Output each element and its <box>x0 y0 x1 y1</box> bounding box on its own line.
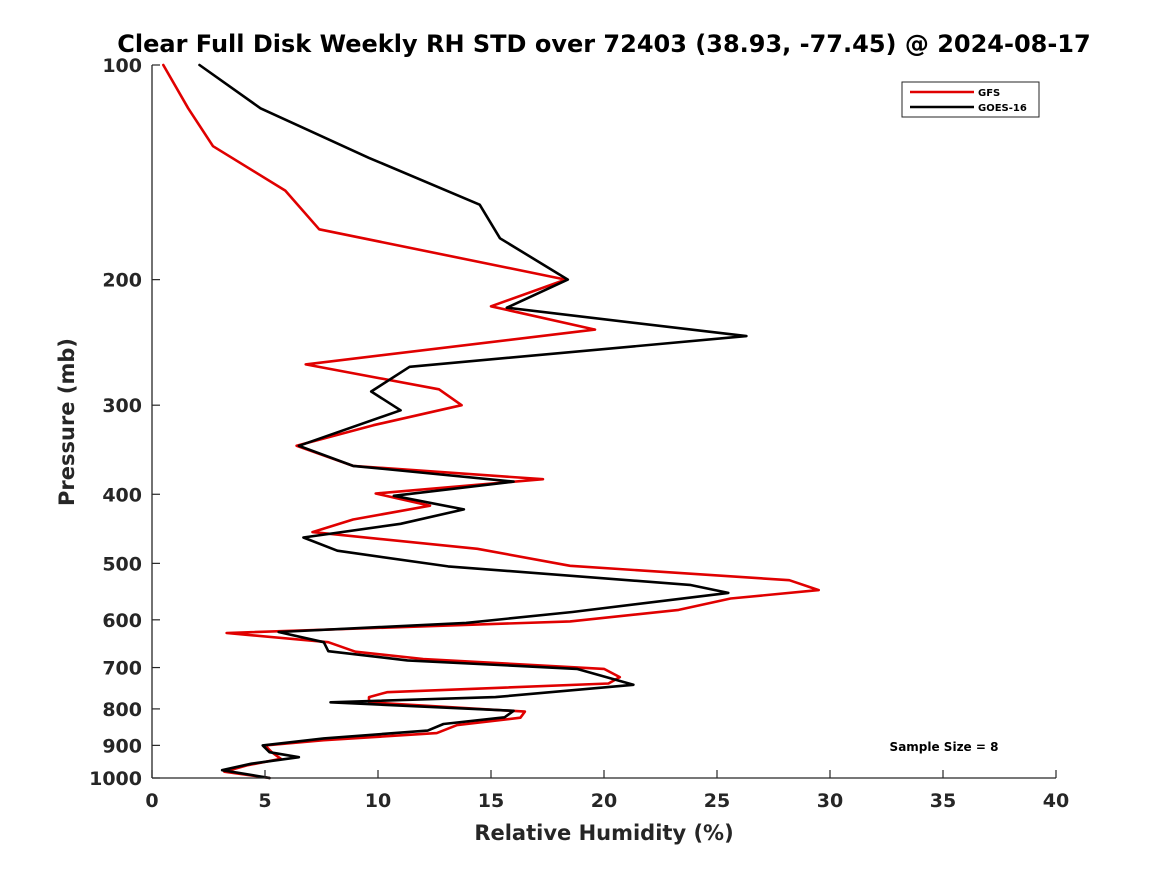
y-tick-label: 1000 <box>89 768 142 790</box>
x-tick-label: 35 <box>930 790 956 812</box>
x-tick-label: 5 <box>258 790 271 812</box>
x-ticks: 0 5 10 15 20 25 30 35 40 <box>145 770 1069 812</box>
x-axis-label: Relative Humidity (%) <box>474 821 733 845</box>
y-ticks: 100 200 300 400 500 600 700 800 900 1000 <box>89 55 160 790</box>
y-axis-label: Pressure (mb) <box>55 338 79 506</box>
y-tick-label: 900 <box>102 735 142 757</box>
legend: GFS GOES-16 <box>901 81 1040 118</box>
sample-size-annotation: Sample Size = 8 <box>890 740 999 754</box>
legend-label-gfs: GFS <box>978 88 1000 99</box>
series-line-gfs <box>162 63 821 780</box>
series-line-goes-16 <box>198 63 748 780</box>
plot-background <box>152 65 1056 778</box>
y-tick-label: 300 <box>102 395 142 417</box>
legend-label-goes16: GOES-16 <box>978 103 1027 114</box>
x-tick-label: 30 <box>817 790 843 812</box>
chart-title: Clear Full Disk Weekly RH STD over 72403… <box>117 30 1090 58</box>
x-tick-label: 40 <box>1043 790 1069 812</box>
y-tick-label: 100 <box>102 55 142 77</box>
y-tick-label: 500 <box>102 553 142 575</box>
x-tick-label: 20 <box>591 790 617 812</box>
y-tick-label: 600 <box>102 610 142 632</box>
legend-box <box>901 81 1040 118</box>
plot-area: 0 5 10 15 20 25 30 35 40 100 200 300 400 500 600 700 80… <box>89 55 1069 812</box>
x-tick-label: 15 <box>478 790 504 812</box>
y-tick-label: 400 <box>102 484 142 506</box>
series-layer <box>162 63 821 780</box>
x-tick-label: 10 <box>365 790 391 812</box>
y-tick-label: 700 <box>102 658 142 680</box>
y-tick-label: 800 <box>102 699 142 721</box>
x-tick-label: 25 <box>704 790 730 812</box>
y-tick-label: 200 <box>102 270 142 292</box>
x-tick-label: 0 <box>145 790 158 812</box>
